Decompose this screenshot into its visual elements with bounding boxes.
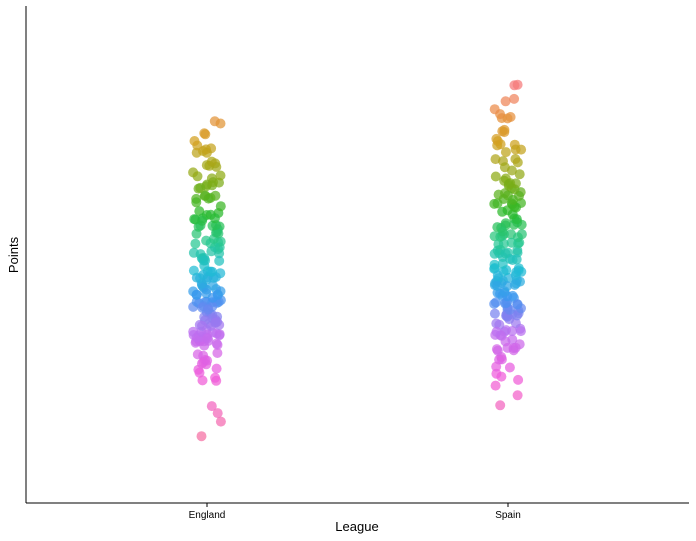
data-point xyxy=(206,246,217,257)
data-point xyxy=(191,197,202,208)
data-point xyxy=(209,116,220,127)
data-point xyxy=(191,289,202,300)
x-tick-label: Spain xyxy=(495,510,521,521)
data-point xyxy=(215,416,226,427)
data-point xyxy=(211,363,222,374)
x-axis-title: League xyxy=(335,519,378,534)
data-point xyxy=(507,290,518,301)
data-point xyxy=(205,266,216,277)
data-point xyxy=(500,147,511,158)
data-point xyxy=(507,194,518,205)
data-point xyxy=(506,237,517,248)
data-point xyxy=(511,267,522,278)
data-point xyxy=(492,280,503,291)
data-point xyxy=(496,354,507,365)
data-point xyxy=(516,229,527,240)
data-point xyxy=(200,129,211,140)
data-point xyxy=(492,345,503,356)
data-point xyxy=(214,329,225,340)
data-point xyxy=(500,248,511,259)
data-point xyxy=(500,96,511,107)
data-point xyxy=(491,326,502,337)
data-point xyxy=(509,80,520,91)
data-point xyxy=(510,154,521,164)
data-point xyxy=(507,334,518,345)
data-point xyxy=(210,317,221,328)
data-point xyxy=(215,170,226,181)
data-point xyxy=(502,281,513,292)
data-point xyxy=(212,408,223,419)
data-point xyxy=(189,136,200,146)
data-point xyxy=(195,182,206,193)
data-point xyxy=(214,255,225,266)
data-point xyxy=(489,104,500,115)
data-point xyxy=(188,247,199,258)
points-layer xyxy=(188,79,527,442)
data-point xyxy=(206,401,217,412)
data-point xyxy=(188,167,199,178)
x-tick-label: England xyxy=(189,510,226,521)
data-point xyxy=(507,255,518,265)
data-point xyxy=(210,190,221,201)
data-point xyxy=(208,177,219,188)
data-point xyxy=(199,191,210,201)
data-point xyxy=(490,380,501,391)
data-point xyxy=(490,154,501,165)
data-point xyxy=(512,390,523,401)
data-point xyxy=(507,326,518,336)
data-point xyxy=(201,144,211,155)
data-point xyxy=(215,201,226,212)
data-point xyxy=(504,362,515,373)
data-point xyxy=(513,374,524,385)
data-point xyxy=(207,280,218,291)
data-point xyxy=(492,270,503,281)
data-point xyxy=(491,368,502,379)
data-point xyxy=(503,179,514,189)
data-point xyxy=(492,136,503,147)
data-point xyxy=(509,93,520,104)
data-point xyxy=(198,255,209,266)
data-point xyxy=(192,349,203,360)
data-point xyxy=(514,169,525,180)
data-point xyxy=(502,342,513,353)
data-point xyxy=(202,355,213,366)
data-point xyxy=(511,278,522,289)
data-point xyxy=(499,127,510,138)
data-point xyxy=(490,171,501,182)
data-point xyxy=(202,333,213,344)
data-point xyxy=(206,156,217,167)
data-point xyxy=(197,375,208,386)
data-point xyxy=(497,226,508,237)
data-point xyxy=(205,209,216,220)
data-point xyxy=(194,367,205,378)
data-point xyxy=(210,372,221,383)
data-point xyxy=(196,431,207,442)
data-point xyxy=(190,238,201,249)
data-point xyxy=(502,113,513,124)
data-point xyxy=(515,326,526,337)
data-point xyxy=(489,298,500,309)
x-ticks: England Spain xyxy=(189,503,521,521)
data-point xyxy=(493,189,504,200)
data-point xyxy=(489,308,500,319)
data-point xyxy=(497,206,508,217)
y-axis-title: Points xyxy=(6,236,21,273)
data-point xyxy=(201,288,212,299)
data-point xyxy=(512,299,523,310)
data-point xyxy=(215,286,226,297)
data-point xyxy=(197,215,208,226)
data-point xyxy=(499,162,510,173)
data-point xyxy=(516,144,527,155)
data-point xyxy=(212,348,223,358)
data-point xyxy=(495,400,506,411)
data-point xyxy=(203,304,214,315)
data-point xyxy=(197,320,207,331)
data-point xyxy=(510,342,521,353)
data-point xyxy=(188,265,199,276)
data-point xyxy=(189,214,200,225)
data-point xyxy=(211,338,222,349)
